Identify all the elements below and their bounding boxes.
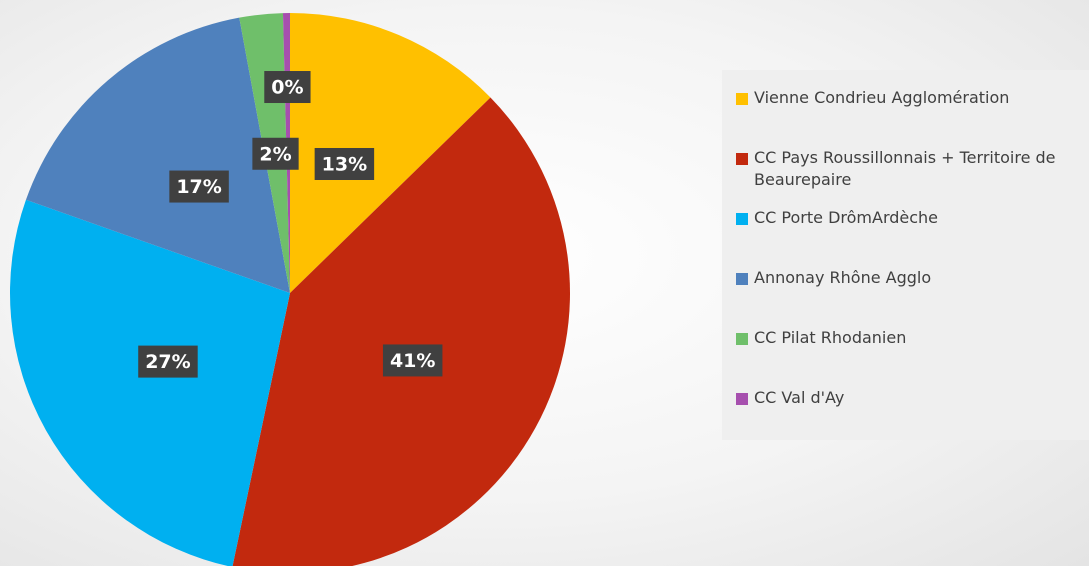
data-label-box [252, 137, 299, 170]
legend-swatch [736, 213, 748, 225]
pie-slice [290, 13, 491, 293]
legend-swatch [736, 273, 748, 285]
data-label: 13% [314, 147, 375, 180]
legend-entry: CC Porte DrômArdèche [736, 207, 1086, 229]
pie-slice [25, 17, 291, 293]
pie-chart: 13% 41% 27% 17% 2% 0% [10, 13, 570, 566]
legend: Vienne Condrieu Agglomération CC Pays Rou… [722, 70, 1089, 440]
data-label: 41% [382, 344, 443, 377]
data-label: 2% [252, 137, 299, 170]
legend-swatch [736, 333, 748, 345]
legend-swatch [736, 153, 748, 165]
legend-label: CC Pays Roussillonnais + Territoire de B… [754, 148, 1056, 189]
data-label-text: 27% [145, 351, 190, 373]
data-label: 17% [169, 170, 229, 203]
data-label-box [169, 170, 229, 203]
legend-entry: Vienne Condrieu Agglomération [736, 87, 1086, 109]
legend-swatch [736, 393, 748, 405]
data-label-box [314, 147, 375, 180]
pie-slice [232, 97, 570, 566]
data-label-box [382, 344, 443, 377]
legend-entry: CC Pays Roussillonnais + Territoire de B… [736, 147, 1086, 191]
pie-slice [10, 199, 290, 566]
legend-entry: CC Pilat Rhodanien [736, 327, 1086, 349]
data-label-text: 17% [176, 176, 221, 198]
legend-label: Vienne Condrieu Agglomération [754, 88, 1010, 107]
data-label-text: 13% [322, 153, 367, 175]
legend-label: CC Pilat Rhodanien [754, 328, 907, 347]
data-label-text: 41% [390, 350, 435, 372]
data-label-box [138, 345, 198, 378]
data-label-text: 0% [271, 77, 303, 99]
legend-entry: Annonay Rhône Agglo [736, 267, 1086, 289]
data-label-text: 2% [259, 143, 291, 165]
legend-label: Annonay Rhône Agglo [754, 268, 932, 287]
legend-label: CC Porte DrômArdèche [754, 208, 939, 227]
data-label: 0% [264, 71, 311, 104]
data-label: 27% [138, 345, 198, 378]
legend-entry: CC Val d'Ay [736, 387, 1086, 409]
legend-label: CC Val d'Ay [754, 388, 845, 407]
data-label-box [264, 71, 311, 104]
legend-swatch [736, 93, 748, 105]
